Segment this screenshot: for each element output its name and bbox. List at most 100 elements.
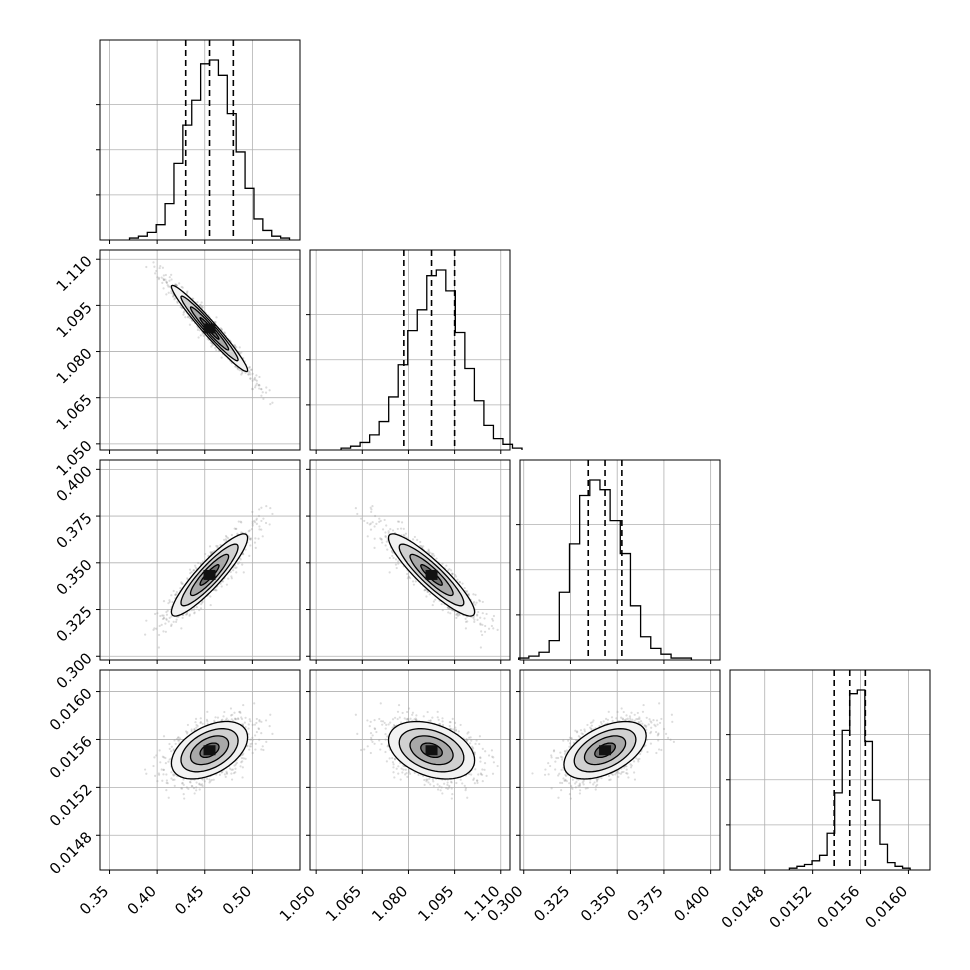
scatter-point: [186, 316, 190, 319]
scatter-point: [182, 313, 185, 316]
scatter-point: [435, 557, 438, 560]
scatter-point: [477, 610, 480, 614]
scatter-point: [192, 608, 195, 612]
scatter-point: [208, 545, 212, 548]
scatter-point: [219, 327, 222, 330]
scatter-point: [193, 612, 196, 615]
scatter-point: [391, 529, 395, 532]
scatter-point: [200, 301, 203, 304]
scatter-point: [411, 538, 415, 541]
scatter-point: [487, 627, 491, 630]
scatter-point: [379, 537, 382, 540]
scatter-point: [153, 265, 156, 268]
scatter-point: [168, 599, 171, 602]
scatter-point: [164, 622, 167, 625]
scatter-point: [162, 278, 166, 281]
scatter-point: [394, 558, 398, 561]
scatter-point: [170, 278, 173, 281]
scatter-point: [369, 522, 372, 525]
scatter-point: [385, 524, 388, 527]
scatter-point: [170, 615, 173, 618]
scatter-point: [464, 617, 467, 620]
scatter-point: [154, 272, 157, 275]
scatter-point: [223, 332, 227, 335]
scatter-point: [378, 520, 381, 523]
scatter-point: [373, 525, 376, 528]
scatter-point: [373, 546, 376, 549]
scatter-point: [478, 599, 481, 602]
panel-0-0: [96, 39, 301, 244]
scatter-point: [236, 368, 239, 371]
scatter-point: [254, 378, 257, 381]
scatter-point: [255, 522, 258, 526]
scatter-point: [251, 388, 254, 391]
scatter-point: [145, 619, 148, 622]
scatter-point: [447, 611, 450, 614]
scatter-point: [251, 372, 254, 375]
scatter-point: [174, 593, 177, 597]
scatter-point: [456, 578, 459, 581]
scatter-point: [251, 379, 254, 382]
scatter-point: [441, 609, 444, 612]
scatter-point: [200, 305, 204, 308]
scatter-point: [248, 371, 251, 374]
scatter-point: [474, 603, 477, 606]
scatter-point: [255, 517, 258, 520]
scatter-point: [162, 278, 166, 282]
scatter-point: [481, 612, 484, 615]
scatter-point: [269, 507, 272, 510]
scatter-point: [248, 554, 251, 557]
scatter-point: [261, 391, 264, 394]
scatter-point: [188, 323, 192, 326]
scatter-point: [162, 617, 165, 620]
scatter-point: [155, 627, 158, 630]
scatter-point: [394, 563, 398, 566]
scatter-point: [363, 519, 366, 523]
scatter-point: [201, 332, 204, 335]
scatter-point: [258, 375, 261, 379]
scatter-point: [258, 387, 261, 390]
scatter-point: [370, 510, 373, 514]
scatter-point: [396, 527, 399, 531]
scatter-point: [172, 295, 175, 298]
scatter-point: [481, 623, 484, 626]
scatter-point: [445, 564, 448, 567]
scatter-point: [411, 580, 415, 583]
scatter-point: [209, 603, 212, 607]
scatter-point: [480, 630, 483, 633]
scatter-point: [180, 582, 183, 585]
scatter-point: [200, 603, 203, 606]
scatter-point: [406, 572, 409, 576]
scatter-point: [158, 266, 161, 270]
scatter-point: [179, 305, 182, 309]
scatter-point: [196, 301, 199, 304]
scatter-point: [184, 316, 187, 319]
scatter-point: [180, 627, 183, 630]
scatter-point: [492, 614, 496, 618]
scatter-point: [481, 633, 484, 637]
scatter-point: [241, 372, 244, 375]
scatter-point: [269, 403, 272, 406]
scatter-point: [235, 346, 238, 349]
scatter-point: [388, 571, 391, 574]
scatter-point: [258, 525, 261, 528]
scatter-point: [225, 583, 229, 586]
scatter-point: [223, 331, 226, 334]
scatter-point: [157, 633, 161, 637]
scatter-point: [271, 401, 274, 404]
scatter-point: [473, 600, 476, 604]
scatter-point: [199, 303, 202, 306]
scatter-point: [165, 613, 169, 616]
scatter-point: [427, 549, 430, 553]
scatter-point: [476, 614, 479, 617]
scatter-point: [251, 524, 254, 527]
scatter-point: [260, 394, 263, 397]
scatter-point: [472, 593, 475, 596]
scatter-point: [187, 315, 190, 318]
scatter-point: [248, 365, 251, 369]
scatter-point: [159, 614, 162, 618]
y-tick-label: 0.325: [53, 602, 96, 645]
scatter-point: [195, 606, 198, 609]
scatter-point: [384, 544, 387, 547]
